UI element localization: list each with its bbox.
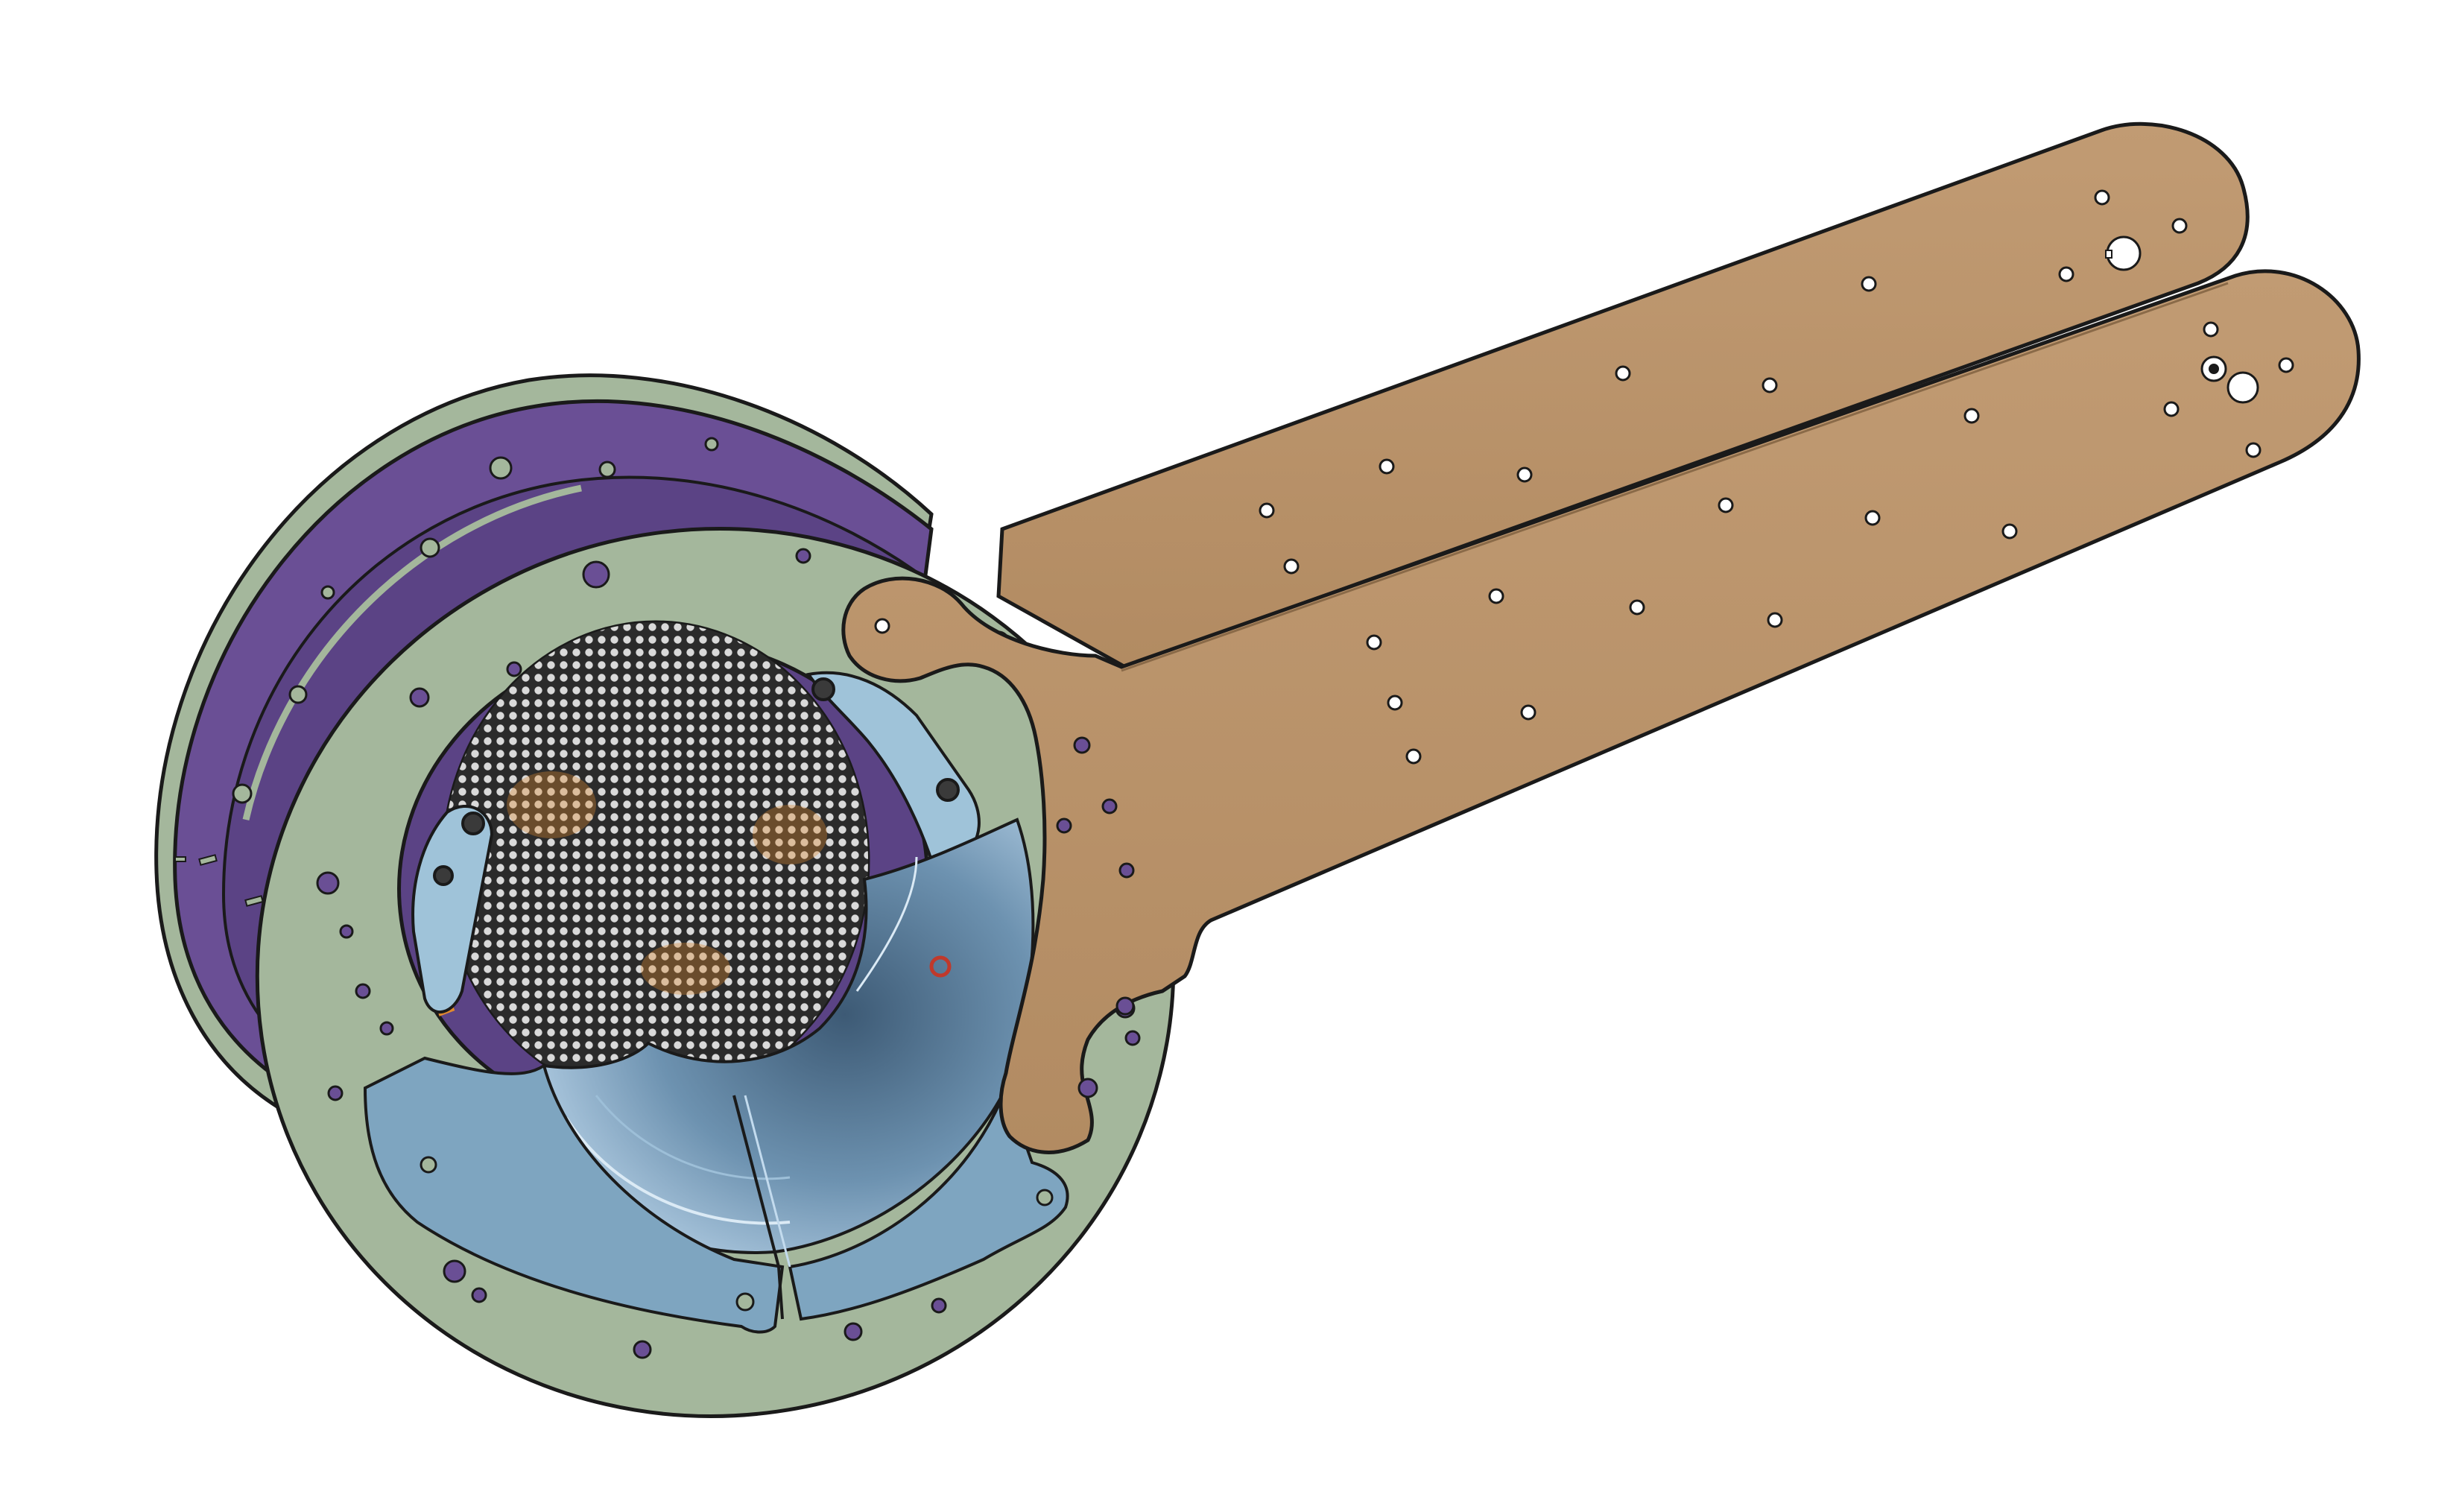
upper-arm-plate [996,121,2250,669]
shroud-plate-left [363,1056,785,1334]
red-ring-marker [929,955,952,978]
upper-arm-holes [1259,189,2188,575]
lower-arm [841,269,2361,1154]
base-holes [1056,736,1135,1098]
bracket-left [411,804,494,1014]
perforated-mesh [427,620,962,1101]
purple-holes [232,437,719,804]
fastener-washer-icon [2200,355,2227,382]
lower-arm-holes [874,321,2294,765]
keyhole-icon [2105,235,2142,271]
keyhole-icon-lower [2226,371,2259,404]
upper-arm [996,121,2250,669]
blue-shroud [363,817,1069,1334]
lower-arm-plate [841,269,2361,1154]
shroud-plate-right [788,1084,1069,1321]
